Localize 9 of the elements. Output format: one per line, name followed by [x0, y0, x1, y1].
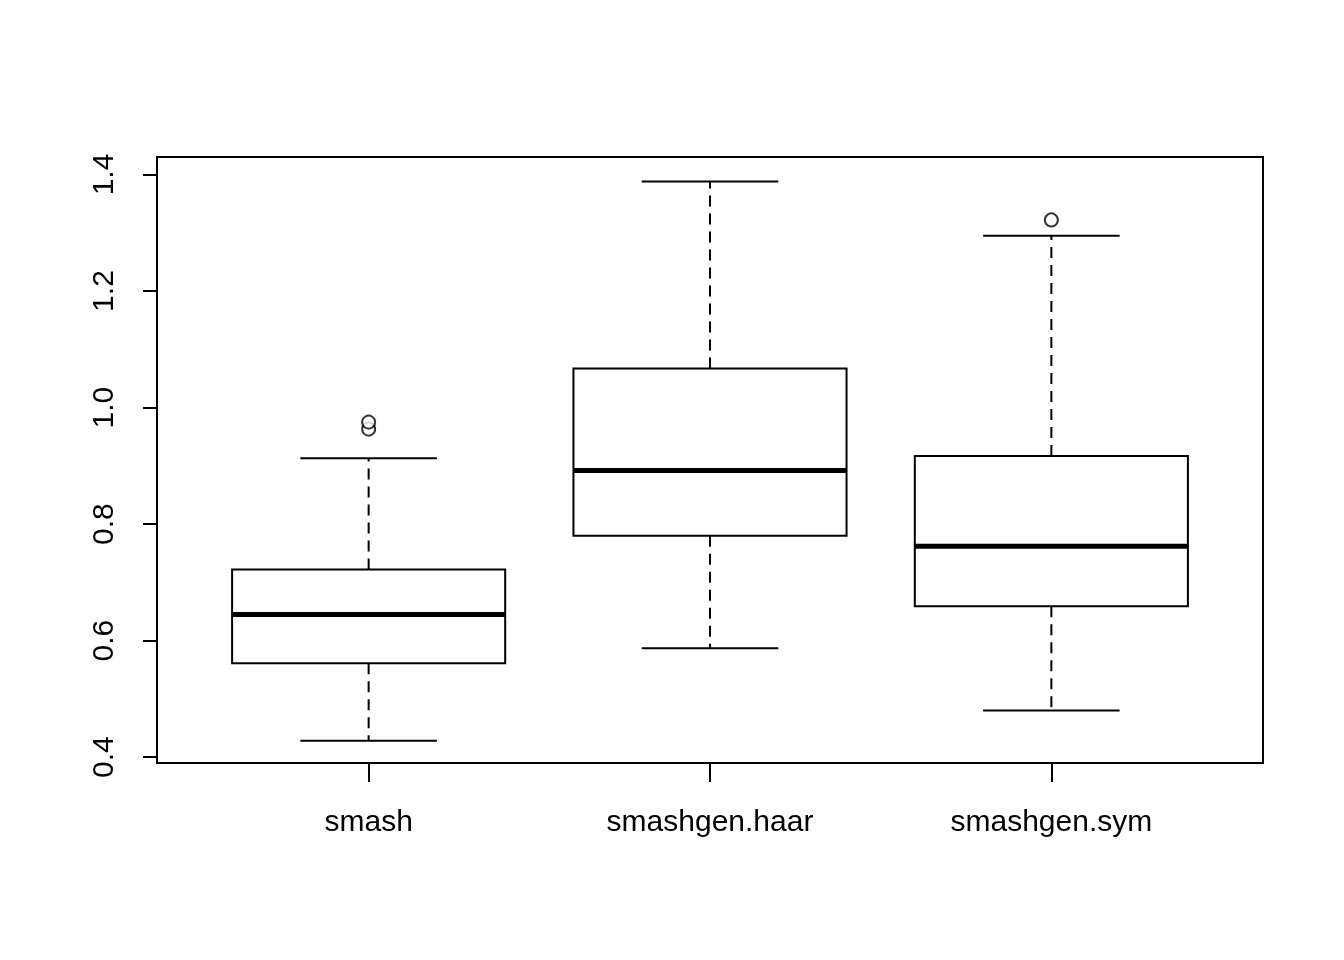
y-tick-label: 0.6 — [85, 619, 119, 662]
y-tick-label: 0.4 — [85, 736, 119, 779]
y-tick-label: 1.2 — [85, 270, 119, 312]
y-tick-label: 1.4 — [85, 153, 119, 196]
y-tick-label: 1.0 — [85, 386, 119, 429]
y-tick-label: 0.8 — [85, 503, 119, 545]
x-tick-label: smashgen.sym — [950, 803, 1153, 837]
x-tick-label: smashgen.haar — [606, 803, 814, 837]
x-tick-label: smash — [324, 803, 413, 837]
